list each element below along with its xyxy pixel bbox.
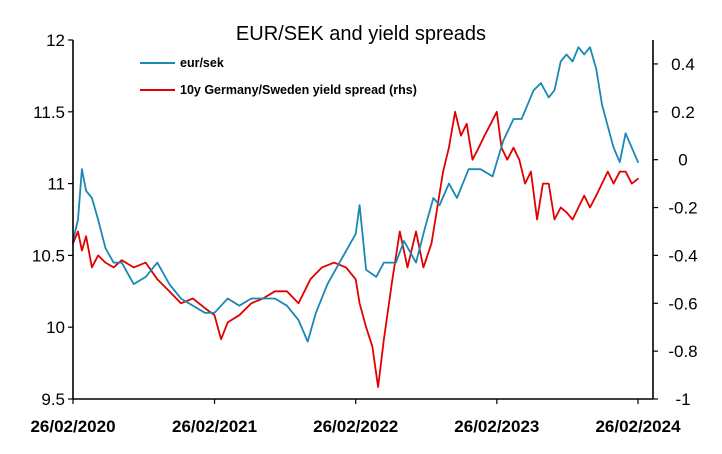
right-tick-label: -0.8 — [668, 342, 697, 361]
left-tick-labels: 9.5 10 10.5 11 11.5 12 — [32, 31, 73, 409]
chart-title: EUR/SEK and yield spreads — [236, 23, 486, 45]
right-tick-labels: -1 -0.8 -0.6 -0.4 -0.2 0 0.2 0.4 — [653, 55, 698, 409]
right-tick-label: -1 — [675, 390, 690, 409]
x-tick-label: 26/02/2024 — [595, 417, 681, 436]
left-tick-label: 10.5 — [32, 246, 65, 265]
right-tick-label: -0.2 — [668, 199, 697, 218]
left-tick-label: 11 — [47, 175, 65, 194]
left-tick-label: 9.5 — [41, 390, 65, 409]
right-tick-label: 0.2 — [671, 103, 695, 122]
x-tick-label: 26/02/2021 — [172, 417, 257, 436]
plot-area — [72, 46, 639, 388]
x-tick-labels: 26/02/2020 26/02/2021 26/02/2022 26/02/2023… — [30, 399, 681, 436]
series-line-yield-spread — [72, 110, 639, 388]
right-tick-label: 0 — [678, 151, 687, 170]
left-tick-label: 11.5 — [33, 103, 65, 122]
x-tick-label: 26/02/2023 — [454, 417, 539, 436]
right-tick-label: -0.4 — [668, 246, 697, 265]
left-tick-label: 10 — [46, 318, 65, 337]
legend-label-yield-spread: 10y Germany/Sweden yield spread (rhs) — [180, 83, 417, 97]
x-tick-label: 26/02/2020 — [30, 417, 115, 436]
series-line-eur-sek — [72, 46, 639, 343]
left-tick-label: 12 — [46, 31, 65, 50]
right-tick-label: 0.4 — [671, 55, 695, 74]
legend-label-eur-sek: eur/sek — [180, 56, 224, 70]
x-tick-label: 26/02/2022 — [313, 417, 398, 436]
legend: eur/sek 10y Germany/Sweden yield spread … — [140, 56, 417, 97]
right-tick-label: -0.6 — [668, 294, 697, 313]
